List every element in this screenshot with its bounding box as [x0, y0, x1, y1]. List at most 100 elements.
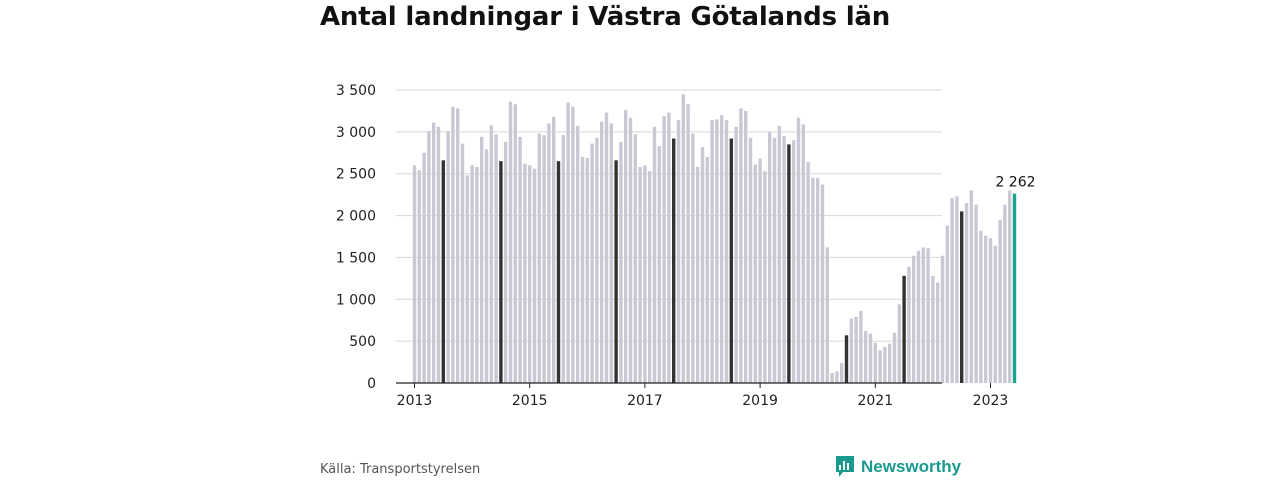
bar [456, 108, 460, 383]
bar [681, 94, 685, 383]
bar [652, 126, 657, 383]
bar [628, 117, 633, 383]
bar-july [556, 161, 561, 383]
bar [792, 140, 796, 383]
bar [782, 136, 786, 383]
y-tick-label: 0 [367, 376, 376, 392]
bar [950, 197, 954, 383]
bar [864, 331, 868, 383]
brand-logo: Newsworthy [835, 455, 961, 479]
x-tick-label: 2021 [857, 393, 893, 409]
axes [396, 382, 991, 388]
bar [912, 255, 916, 383]
bar [816, 177, 820, 383]
bar-july [499, 161, 503, 383]
bar [744, 110, 748, 383]
bar [552, 116, 556, 383]
bar-july [787, 144, 791, 383]
x-tick-label: 2023 [973, 393, 1009, 409]
bar [451, 106, 455, 383]
bar [892, 332, 897, 383]
y-tick-label: 1 500 [336, 250, 376, 266]
bar [494, 134, 498, 383]
bar [427, 131, 431, 383]
bar [940, 255, 945, 383]
bar [643, 165, 647, 383]
bar [998, 219, 1002, 383]
bar [532, 168, 537, 383]
bar [777, 125, 781, 384]
bar [758, 158, 762, 383]
bar [969, 190, 973, 383]
bar [600, 121, 604, 383]
bar [768, 131, 772, 383]
x-tick-label: 2017 [627, 393, 663, 409]
bar [734, 126, 738, 383]
bar [984, 235, 988, 383]
bar [801, 124, 805, 383]
y-tick-label: 3 500 [336, 83, 376, 99]
bar [878, 350, 882, 383]
bar-july [960, 211, 964, 383]
bar [484, 149, 489, 383]
y-tick-label: 1 000 [336, 292, 376, 308]
bar [931, 275, 935, 383]
bar [561, 135, 565, 383]
bar [955, 196, 959, 383]
bar-july [729, 138, 733, 383]
bar [566, 102, 570, 384]
y-tick-label: 2 500 [336, 167, 376, 183]
bar [868, 333, 873, 383]
bar-chart: 0 500 1 000 1 500 2 000 2 500 3 000 3 500 2013 20… [336, 83, 1036, 409]
bar [657, 146, 661, 383]
bar [830, 372, 834, 383]
bar [604, 112, 609, 384]
source-note: Källa: Transportstyrelsen [320, 462, 481, 477]
bar [907, 266, 911, 383]
bar [772, 137, 777, 383]
tick-labels: 0 500 1 000 1 500 2 000 2 500 3 000 3 500 2013 20… [336, 83, 1036, 409]
bar [542, 135, 546, 383]
bar [489, 125, 493, 383]
bar [696, 167, 700, 383]
bar [547, 123, 551, 383]
y-tick-label: 2 000 [336, 209, 376, 225]
bar [475, 167, 479, 383]
bar [1008, 190, 1012, 383]
bar [676, 120, 681, 383]
bar [825, 247, 829, 383]
bar [432, 122, 436, 384]
bar [417, 170, 421, 383]
bar [820, 184, 825, 383]
bar [715, 119, 719, 384]
bar [926, 248, 930, 383]
bar [1003, 204, 1007, 383]
bar-july [844, 335, 849, 383]
bar [691, 133, 695, 383]
bar [508, 101, 513, 383]
bar [571, 106, 575, 383]
bar [710, 120, 714, 383]
bar [873, 342, 877, 383]
bar [979, 230, 983, 383]
y-tick-label: 3 000 [336, 125, 376, 141]
bar [993, 245, 997, 383]
bar [667, 112, 671, 384]
bar [897, 304, 901, 383]
x-tick-label: 2013 [397, 393, 433, 409]
bar [916, 250, 921, 383]
bar [576, 125, 580, 384]
brand-name: Newsworthy [861, 457, 962, 476]
bar [595, 137, 599, 383]
bar [436, 126, 441, 383]
bar [936, 282, 940, 383]
bar [523, 163, 527, 383]
bar [811, 177, 815, 383]
bars [412, 94, 1017, 384]
bar [648, 171, 652, 383]
bar [739, 108, 743, 383]
bar [945, 225, 949, 383]
bar [513, 104, 517, 383]
bar [686, 104, 690, 383]
bar [859, 311, 863, 383]
